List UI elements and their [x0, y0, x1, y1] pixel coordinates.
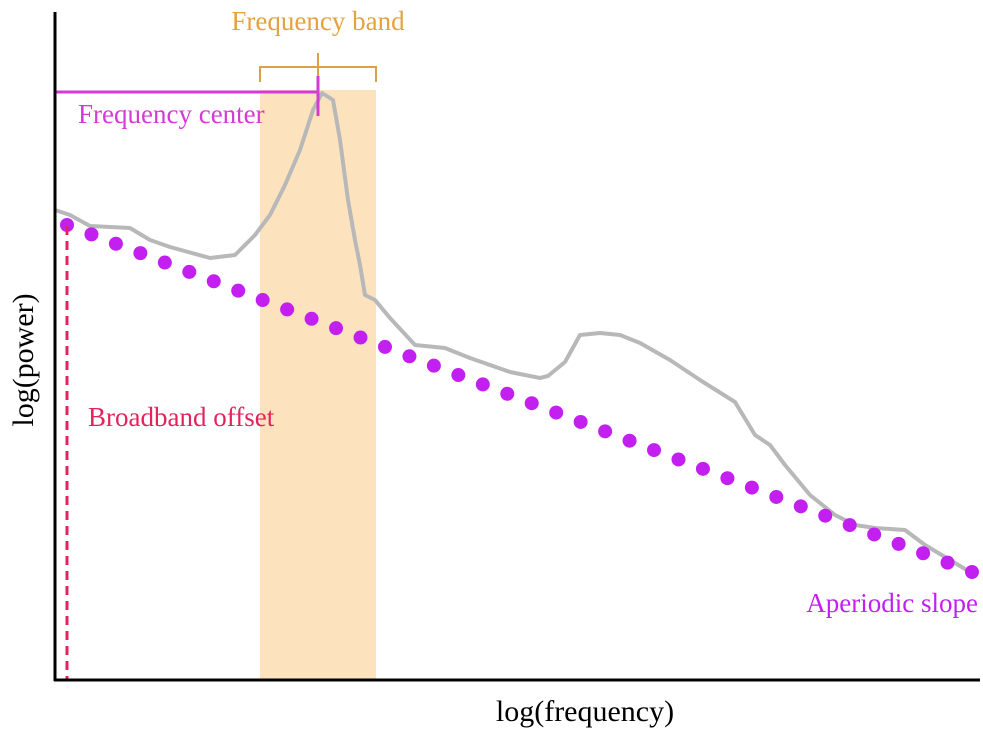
- fit-dot: [426, 358, 441, 373]
- fit-dot: [744, 480, 759, 495]
- fit-dot: [133, 246, 148, 261]
- aperiodic-slope-label: Aperiodic slope: [806, 588, 978, 618]
- fit-dot: [402, 349, 417, 364]
- fit-dot: [622, 433, 637, 448]
- power-spectrum: [54, 91, 977, 577]
- frequency-center-label: Frequency center: [78, 99, 265, 129]
- frequency-band-label: Frequency band: [231, 6, 405, 36]
- fit-dot: [818, 508, 833, 523]
- band-bracket: [259, 53, 377, 82]
- fit-dot: [867, 527, 882, 542]
- fit-dot: [573, 414, 588, 429]
- fit-dot: [255, 293, 270, 308]
- fit-dot: [720, 471, 735, 486]
- fit-dot: [695, 461, 710, 476]
- fit-dot: [206, 274, 221, 289]
- fit-dot: [377, 339, 392, 354]
- fit-dot: [500, 386, 515, 401]
- fit-dot: [84, 227, 99, 242]
- broadband-offset-label: Broadband offset: [88, 402, 275, 432]
- fit-dot: [280, 302, 295, 317]
- fit-dot: [965, 565, 979, 579]
- frequency-band-area: [260, 90, 376, 680]
- aperiodic-fit: [60, 218, 979, 579]
- x-axis-label: log(frequency): [496, 695, 674, 728]
- fit-dot: [353, 330, 368, 345]
- fit-dot: [647, 443, 662, 458]
- center-marker: [55, 76, 320, 116]
- fit-dot: [891, 536, 906, 551]
- fit-dot: [304, 311, 319, 326]
- fit-dot: [842, 518, 857, 533]
- fit-dot: [182, 264, 197, 279]
- fit-dot: [60, 218, 74, 232]
- fit-dot: [671, 452, 686, 467]
- fit-dot: [769, 489, 784, 504]
- fit-dot: [598, 424, 613, 439]
- fit-dot: [793, 499, 808, 514]
- y-axis-label: log(power): [7, 293, 40, 426]
- fit-dot: [157, 255, 172, 270]
- fit-dot: [475, 377, 490, 392]
- fit-dot: [231, 283, 246, 298]
- fit-dot: [916, 546, 931, 561]
- fit-dot: [451, 368, 466, 383]
- fit-dot: [108, 236, 123, 251]
- fit-dot: [940, 555, 955, 570]
- fit-dot: [329, 321, 344, 336]
- fit-dot: [549, 405, 564, 420]
- fit-dot: [524, 396, 539, 411]
